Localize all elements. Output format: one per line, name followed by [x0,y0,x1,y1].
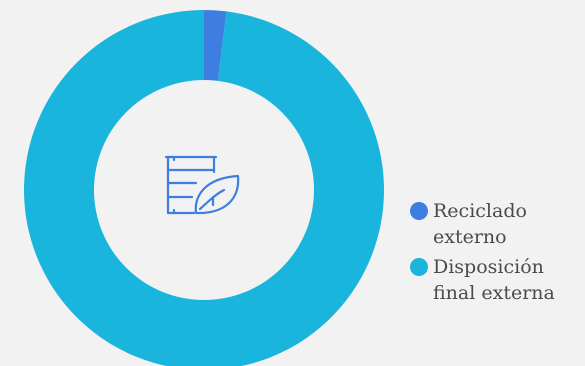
legend-dot-disposicion [410,258,428,276]
pie-slice-2 [24,10,384,366]
barrel-leaf-icon [164,155,240,215]
legend-label-line2: final externa [433,282,555,304]
legend-label-line1: Disposición [433,256,544,278]
chart-legend: Reciclado externo Disposición final exte… [410,198,555,310]
legend-item-reciclado: Reciclado externo [410,198,555,250]
legend-item-disposicion: Disposición final externa [410,254,555,306]
legend-label-line1: Reciclado [433,200,527,222]
legend-label-line2: externo [433,226,507,248]
legend-dot-reciclado [410,202,428,220]
